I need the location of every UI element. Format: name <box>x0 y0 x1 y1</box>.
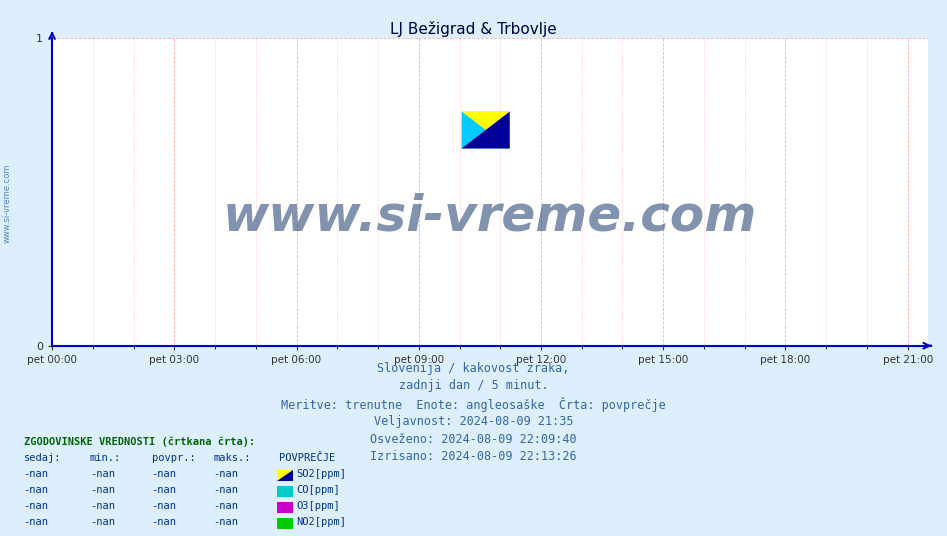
Text: O3[ppm]: O3[ppm] <box>296 501 340 511</box>
Text: -nan: -nan <box>152 501 176 511</box>
Text: Osveženo: 2024-08-09 22:09:40: Osveženo: 2024-08-09 22:09:40 <box>370 433 577 445</box>
Text: -nan: -nan <box>24 469 48 479</box>
Text: ZGODOVINSKE VREDNOSTI (črtkana črta):: ZGODOVINSKE VREDNOSTI (črtkana črta): <box>24 437 255 448</box>
Text: Slovenija / kakovost zraka,: Slovenija / kakovost zraka, <box>377 362 570 375</box>
Text: -nan: -nan <box>213 469 238 479</box>
Text: maks.:: maks.: <box>213 453 251 463</box>
Text: -nan: -nan <box>152 485 176 495</box>
Text: -nan: -nan <box>90 485 115 495</box>
Text: NO2[ppm]: NO2[ppm] <box>296 517 347 527</box>
Text: www.si-vreme.com: www.si-vreme.com <box>223 192 758 240</box>
Text: zadnji dan / 5 minut.: zadnji dan / 5 minut. <box>399 379 548 392</box>
Text: -nan: -nan <box>24 501 48 511</box>
Text: Veljavnost: 2024-08-09 21:35: Veljavnost: 2024-08-09 21:35 <box>374 415 573 428</box>
Text: -nan: -nan <box>213 517 238 527</box>
Text: www.si-vreme.com: www.si-vreme.com <box>3 164 12 243</box>
Text: Meritve: trenutne  Enote: angleosaške  Črta: povprečje: Meritve: trenutne Enote: angleosaške Črt… <box>281 397 666 412</box>
Text: sedaj:: sedaj: <box>24 453 62 463</box>
Text: -nan: -nan <box>24 517 48 527</box>
Text: POVPREČJE: POVPREČJE <box>279 453 335 463</box>
Text: SO2[ppm]: SO2[ppm] <box>296 469 347 479</box>
Text: -nan: -nan <box>213 485 238 495</box>
Polygon shape <box>277 470 293 481</box>
Text: Izrisano: 2024-08-09 22:13:26: Izrisano: 2024-08-09 22:13:26 <box>370 450 577 463</box>
Text: -nan: -nan <box>152 469 176 479</box>
Text: -nan: -nan <box>152 517 176 527</box>
Text: povpr.:: povpr.: <box>152 453 195 463</box>
Text: LJ Bežigrad & Trbovlje: LJ Bežigrad & Trbovlje <box>390 21 557 38</box>
Text: CO[ppm]: CO[ppm] <box>296 485 340 495</box>
Polygon shape <box>461 111 509 148</box>
Polygon shape <box>461 111 509 148</box>
Text: -nan: -nan <box>90 469 115 479</box>
Polygon shape <box>461 111 509 148</box>
Text: -nan: -nan <box>90 517 115 527</box>
Text: min.:: min.: <box>90 453 121 463</box>
Text: -nan: -nan <box>24 485 48 495</box>
Text: -nan: -nan <box>90 501 115 511</box>
Text: -nan: -nan <box>213 501 238 511</box>
